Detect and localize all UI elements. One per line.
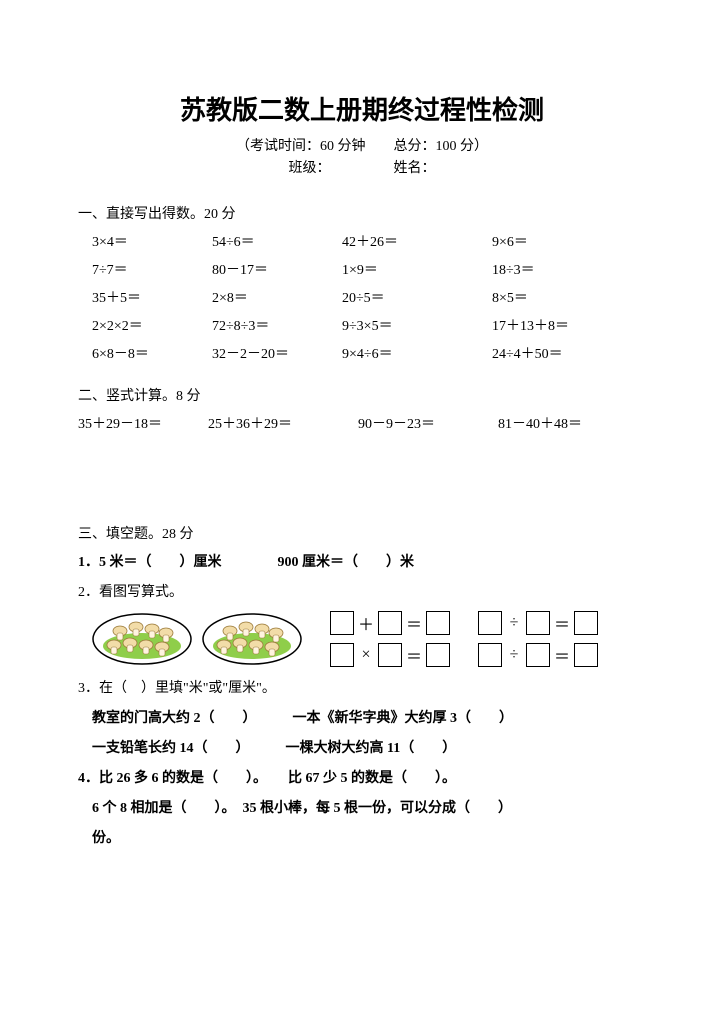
class-name-line: 班级： 姓名： xyxy=(78,157,646,177)
eq-op: ＝ xyxy=(406,611,422,635)
eq-cell: 35＋29－18＝ xyxy=(78,413,208,433)
eq-cell: 72÷8÷3＝ xyxy=(212,315,342,335)
eq-cell: 9×6＝ xyxy=(492,231,632,251)
q4b: 6 个 8 相加是（ ）。 35 根小棒，每 5 根一份，可以分成（ ） xyxy=(92,797,646,817)
section-2-grid: 35＋29－18＝ 25＋36＋29＝ 90－9－23＝ 81－40＋48＝ xyxy=(78,413,646,433)
q3a: 教室的门高大约 2（ ） xyxy=(92,707,257,727)
equation-column-right: ÷ ＝ ÷ ＝ xyxy=(478,611,598,667)
blank-box xyxy=(378,611,402,635)
mushroom-group-icon xyxy=(92,613,192,665)
eq-cell: 2×8＝ xyxy=(212,287,342,307)
eq-cell: 54÷6＝ xyxy=(212,231,342,251)
equation-row-div: ÷ ＝ xyxy=(478,643,598,667)
section-3-head: 三、填空题。28 分 xyxy=(78,523,646,543)
equation-row-mul: × ＝ xyxy=(330,643,450,667)
blank-box xyxy=(426,643,450,667)
blank-box xyxy=(526,643,550,667)
eq-cell: 24÷4＋50＝ xyxy=(492,343,632,363)
equation-row-div: ÷ ＝ xyxy=(478,611,598,635)
equation-column-left: ＋ ＝ × ＝ xyxy=(330,611,450,667)
blank-box xyxy=(574,643,598,667)
eq-op: ＝ xyxy=(554,643,570,667)
eq-cell: 3×4＝ xyxy=(92,231,212,251)
eq-cell: 9÷3×5＝ xyxy=(342,315,492,335)
q4c: 份。 xyxy=(92,827,646,847)
q3-head: 3．在（ ）里填"米"或"厘米"。 xyxy=(78,677,646,697)
eq-cell: 8×5＝ xyxy=(492,287,632,307)
q2-row: ＋ ＝ × ＝ ÷ ＝ ÷ xyxy=(92,611,646,667)
blank-box xyxy=(330,643,354,667)
blank-box xyxy=(526,611,550,635)
eq-cell: 32－2－20＝ xyxy=(212,343,342,363)
eq-cell: 42＋26＝ xyxy=(342,231,492,251)
div-op: ÷ xyxy=(506,614,522,632)
q3-row: 一支铅笔长约 14（ ） 一棵大树大约高 11（ ） xyxy=(92,737,646,757)
plus-op: ＋ xyxy=(358,611,374,635)
blank-box xyxy=(478,611,502,635)
eq-cell: 7÷7＝ xyxy=(92,259,212,279)
eq-cell: 35＋5＝ xyxy=(92,287,212,307)
eq-cell: 81－40＋48＝ xyxy=(498,413,638,433)
q2-head: 2．看图写算式。 xyxy=(78,581,646,601)
eq-op: ＝ xyxy=(554,611,570,635)
eq-op: ＝ xyxy=(406,643,422,667)
mushroom-group-icon xyxy=(202,613,302,665)
eq-cell: 17＋13＋8＝ xyxy=(492,315,632,335)
eq-cell: 80－17＝ xyxy=(212,259,342,279)
eq-cell: 1×9＝ xyxy=(342,259,492,279)
eq-cell: 18÷3＝ xyxy=(492,259,632,279)
times-op: × xyxy=(358,646,374,664)
section-1-grid: 3×4＝ 54÷6＝ 42＋26＝ 9×6＝ 7÷7＝ 80－17＝ 1×9＝ … xyxy=(92,231,646,363)
exam-subtitle: （考试时间：60 分钟 总分：100 分） xyxy=(78,135,646,155)
eq-cell: 90－9－23＝ xyxy=(358,413,498,433)
q3b: 一本《新华字典》大约厚 3（ ） xyxy=(293,707,514,727)
q4a: 4．比 26 多 6 的数是（ ）。 比 67 少 5 的数是（ ）。 xyxy=(78,767,646,787)
q3c: 一支铅笔长约 14（ ） xyxy=(92,737,250,757)
blank-box xyxy=(574,611,598,635)
page-title: 苏教版二数上册期终过程性检测 xyxy=(78,90,646,127)
blank-box xyxy=(426,611,450,635)
eq-cell: 2×2×2＝ xyxy=(92,315,212,335)
blank-box xyxy=(478,643,502,667)
q3d: 一棵大树大约高 11（ ） xyxy=(286,737,457,757)
eq-cell: 6×8－8＝ xyxy=(92,343,212,363)
section-1-head: 一、直接写出得数。20 分 xyxy=(78,203,646,223)
blank-box xyxy=(378,643,402,667)
eq-cell: 20÷5＝ xyxy=(342,287,492,307)
equation-row-add: ＋ ＝ xyxy=(330,611,450,635)
blank-box xyxy=(330,611,354,635)
section-2-head: 二、竖式计算。8 分 xyxy=(78,385,646,405)
eq-cell: 25＋36＋29＝ xyxy=(208,413,358,433)
q3-row: 教室的门高大约 2（ ） 一本《新华字典》大约厚 3（ ） xyxy=(92,707,646,727)
eq-cell: 9×4÷6＝ xyxy=(342,343,492,363)
div-op: ÷ xyxy=(506,646,522,664)
q1-line: 1．5 米＝（ ）厘米 900 厘米＝（ ）米 xyxy=(78,551,646,571)
